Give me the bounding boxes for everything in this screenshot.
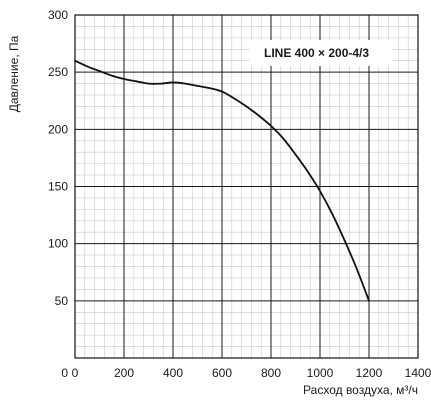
x-tick-label: 800 <box>261 366 281 380</box>
plot-frame <box>74 14 419 359</box>
x-tick-label: 0 <box>72 366 79 380</box>
x-tick-label: 1400 <box>405 366 431 380</box>
origin-label: 0 <box>61 366 68 380</box>
y-axis-title: Давление, Па <box>7 35 21 112</box>
y-tick-label: 150 <box>48 180 68 194</box>
legend-series-label: LINE 400 × 200-4/3 <box>264 46 369 60</box>
x-tick-label: 600 <box>212 366 232 380</box>
series-line <box>74 59 370 302</box>
y-tick-label: 250 <box>48 65 68 79</box>
x-tick-labels: 0 200 400 600 800 1000 1200 1400 0 <box>61 366 431 380</box>
x-axis-title: Расход воздуха, м³/ч <box>303 383 418 397</box>
x-tick-label: 400 <box>163 366 183 380</box>
y-tick-label: 100 <box>48 237 68 251</box>
y-tick-label: 50 <box>55 294 69 308</box>
y-tick-label: 200 <box>48 122 68 136</box>
x-tick-label: 1000 <box>307 366 334 380</box>
y-tick-labels: 50 100 150 200 250 300 <box>48 8 68 308</box>
legend: LINE 400 × 200-4/3 <box>250 40 392 66</box>
legend-box <box>250 40 392 66</box>
y-tick-label: 300 <box>48 8 68 22</box>
x-tick-label: 200 <box>114 366 134 380</box>
series-layer <box>74 59 370 302</box>
x-tick-label: 1200 <box>356 366 383 380</box>
